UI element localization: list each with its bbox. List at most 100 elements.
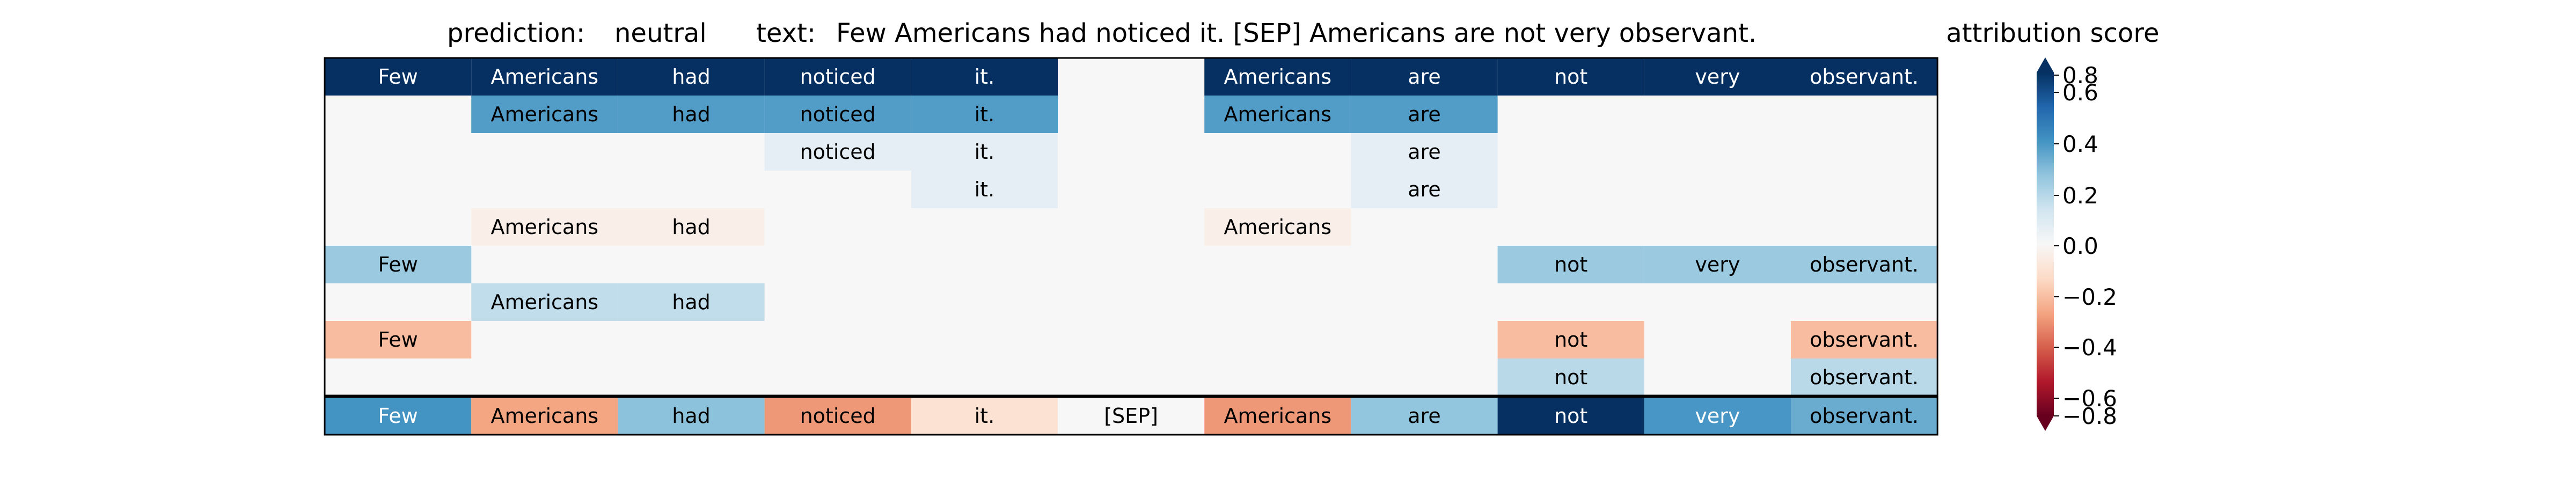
heatmap-row-token-label: Americans xyxy=(491,65,598,89)
heatmap-row-cell xyxy=(911,58,1058,96)
heatmap-row-token-label: observant. xyxy=(1810,65,1919,89)
heatmap-row-token-label: had xyxy=(672,65,711,89)
heatmap-row-token-label: very xyxy=(1695,253,1740,276)
heatmap-row-token-label: Americans xyxy=(491,103,598,126)
total-row-cell xyxy=(1497,397,1644,435)
total-row-cell xyxy=(1791,397,1938,435)
heatmap-row-cell xyxy=(325,321,472,358)
total-row-cell xyxy=(618,397,765,435)
colorbar-extend-top xyxy=(2037,57,2054,72)
total-row-token-label: [SEP] xyxy=(1104,404,1158,428)
heatmap-row-cell xyxy=(471,58,618,96)
heatmap-row-token-label: observant. xyxy=(1810,328,1919,352)
heatmap-row-token-label: Americans xyxy=(1224,65,1331,89)
heatmap-row-token-label: are xyxy=(1408,178,1440,201)
colorbar-tick-label: −0.4 xyxy=(2062,334,2117,361)
heatmap-row-cell xyxy=(1791,58,1938,96)
total-row-token-label: observant. xyxy=(1810,404,1919,428)
heatmap-row-token-label: observant. xyxy=(1810,365,1919,389)
total-row-cell xyxy=(325,397,472,435)
heatmap-row-cell xyxy=(325,246,472,283)
heatmap-row-cell xyxy=(1791,321,1938,358)
heatmap-row-cell xyxy=(1644,246,1791,283)
colorbar-tick-label: 0.0 xyxy=(2062,233,2098,259)
heatmap-row-token-label: not xyxy=(1554,253,1587,276)
heatmap-row-token-label: noticed xyxy=(800,65,876,89)
total-row-cell xyxy=(471,397,618,435)
total-row-cell xyxy=(1204,397,1351,435)
heatmap-row-cell xyxy=(1351,133,1498,171)
heatmap-row-token-label: observant. xyxy=(1810,253,1919,276)
heatmap-row-cell xyxy=(1204,58,1351,96)
colorbar-tick-label: −0.6 xyxy=(2062,385,2117,412)
total-row-token-label: had xyxy=(672,404,711,428)
heatmap-row-token-label: it. xyxy=(975,140,995,164)
heatmap-row-token-label: are xyxy=(1408,65,1440,89)
heatmap-row-cell xyxy=(618,58,765,96)
heatmap-row-token-label: had xyxy=(672,215,711,239)
heatmap-row-cell xyxy=(764,58,911,96)
heatmap-row-token-label: Few xyxy=(378,328,418,352)
total-row-token-label: Few xyxy=(378,404,418,428)
heatmap-row-cell xyxy=(764,96,911,133)
colorbar-tick-label: −0.2 xyxy=(2062,284,2117,310)
heatmap-row-token-label: noticed xyxy=(800,140,876,164)
prediction-label: prediction: xyxy=(447,18,585,48)
colorbar-gradient xyxy=(2037,72,2054,416)
heatmap-row-cell xyxy=(1351,171,1498,208)
total-row-token-label: Americans xyxy=(491,404,598,428)
total-row-token-label: very xyxy=(1695,404,1740,428)
colorbar-tick-label: 0.4 xyxy=(2062,131,2098,157)
heatmap-row-token-label: had xyxy=(672,103,711,126)
heatmap-row-cell xyxy=(618,208,765,246)
text-value: Few Americans had noticed it. [SEP] Amer… xyxy=(836,18,1757,48)
colorbar-tick-label: 0.6 xyxy=(2062,79,2098,106)
heatmap-row-cell xyxy=(471,208,618,246)
colorbar-tick-label: 0.8 xyxy=(2062,62,2098,89)
total-row-token-label: are xyxy=(1408,404,1440,428)
heatmap-row-cell xyxy=(911,171,1058,208)
heatmap-row-token-label: it. xyxy=(975,65,995,89)
total-row-cell xyxy=(1058,397,1205,435)
heatmap-row-token-label: not xyxy=(1554,65,1587,89)
heatmap-row-token-label: it. xyxy=(975,178,995,201)
heatmap-row-cell xyxy=(618,96,765,133)
heatmap-row-cell xyxy=(1351,58,1498,96)
heatmap-row-cell xyxy=(1644,58,1791,96)
total-row-token-label: it. xyxy=(975,404,995,428)
heatmap-row-cell xyxy=(1791,246,1938,283)
heatmap-row-token-label: Americans xyxy=(491,290,598,314)
heatmap-row-cell xyxy=(911,133,1058,171)
heatmap-row-token-label: Few xyxy=(378,253,418,276)
heatmap-row-token-label: not xyxy=(1554,328,1587,352)
total-row-token-label: noticed xyxy=(800,404,876,428)
heatmap-row-token-label: very xyxy=(1695,65,1740,89)
text-label: text: xyxy=(756,18,816,48)
heatmap-row-cell xyxy=(1497,321,1644,358)
heatmap-row-token-label: had xyxy=(672,290,711,314)
heatmap-row-cell xyxy=(1791,358,1938,396)
heatmap-row-token-label: noticed xyxy=(800,103,876,126)
total-row-cell xyxy=(764,397,911,435)
heatmap-row-token-label: not xyxy=(1554,365,1587,389)
heatmap-row-cell xyxy=(1497,58,1644,96)
heatmap-row-token-label: Americans xyxy=(1224,103,1331,126)
heatmap-row-cell xyxy=(1497,358,1644,396)
heatmap-row-cell xyxy=(471,283,618,321)
heatmap-row-token-label: Few xyxy=(378,65,418,89)
total-row-cell xyxy=(1351,397,1498,435)
heatmap-row-cell xyxy=(325,58,472,96)
total-row-cell xyxy=(911,397,1058,435)
heatmap-row-token-label: are xyxy=(1408,103,1440,126)
heatmap-row-cell xyxy=(1351,96,1498,133)
heatmap-row-cell xyxy=(1204,208,1351,246)
total-row-token-label: Americans xyxy=(1224,404,1331,428)
heatmap-row-cell xyxy=(1204,96,1351,133)
heatmap-row-token-label: Americans xyxy=(491,215,598,239)
prediction-value: neutral xyxy=(614,18,707,48)
colorbar-tick-label: 0.2 xyxy=(2062,182,2098,209)
heatmap-row-cell xyxy=(911,96,1058,133)
heatmap-row-cell xyxy=(471,96,618,133)
heatmap-row-token-label: it. xyxy=(975,103,995,126)
